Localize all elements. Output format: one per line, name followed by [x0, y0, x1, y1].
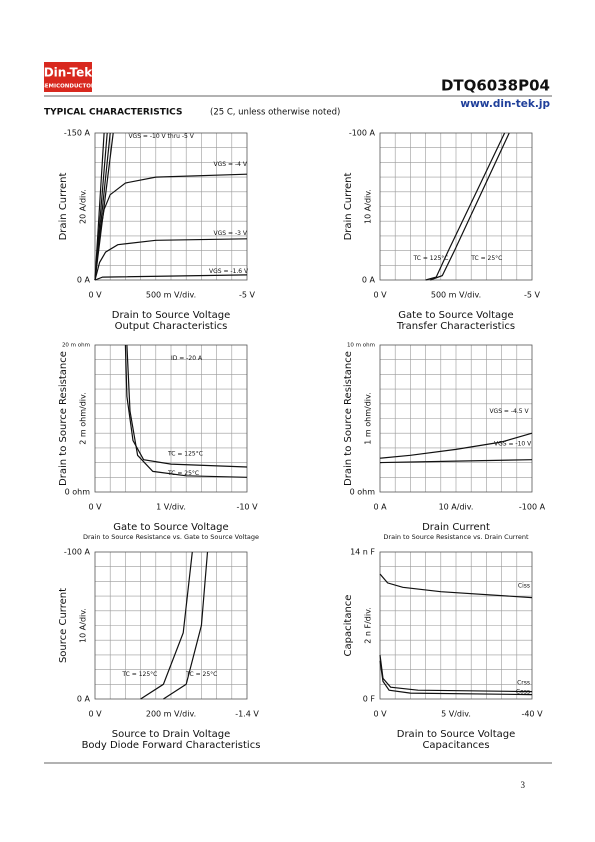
y-division: 2 n F/div.	[364, 607, 373, 644]
x-right-label: -5 V	[524, 291, 541, 300]
y-axis-title: Drain Current	[58, 173, 69, 241]
chart-subtitle: Output Characteristics	[115, 321, 228, 332]
y-top-label: -100 A	[349, 129, 376, 138]
section-note: (25 C, unless otherwise noted)	[210, 108, 340, 118]
annotation: Ciss	[518, 583, 530, 590]
curve	[126, 344, 248, 478]
curve	[379, 654, 533, 693]
y-bottom-label: 0 A	[362, 276, 376, 285]
annotation: TC = 25°C	[167, 470, 199, 477]
annotation: ID = -20 A	[171, 355, 203, 362]
x-right-label: -5 V	[239, 291, 256, 300]
annotation: VGS = -4 V	[214, 161, 248, 168]
y-axis-title: Source Current	[58, 588, 69, 663]
y-bottom-label: 0 F	[363, 695, 376, 704]
chart-title: Gate to Source Voltage	[113, 522, 228, 533]
annotation: VGS = -1.6 V	[209, 268, 249, 275]
annotation: TC = 125°C	[412, 255, 448, 262]
x-right-label: -1.4 V	[235, 710, 259, 719]
chart-title: Drain to Source Voltage	[112, 310, 231, 321]
x-left-label: 0 V	[88, 291, 102, 300]
x-left-label: 0 V	[373, 710, 387, 719]
x-division: 500 m V/div.	[431, 291, 481, 300]
x-left-label: 0 V	[88, 503, 102, 512]
x-division: 5 V/div.	[441, 710, 471, 719]
y-top-label: 10 m ohm	[347, 343, 375, 349]
chart-title: Gate to Source Voltage	[398, 310, 513, 321]
curve	[94, 173, 248, 281]
annotation: Coss	[516, 689, 530, 696]
chart-subtitle: Transfer Characteristics	[396, 321, 515, 332]
annotation: Crss	[517, 680, 530, 687]
y-bottom-label: 0 ohm	[350, 488, 376, 497]
website: www.din-tek.jp	[460, 98, 550, 110]
annotation: VGS = -10 V	[494, 440, 532, 447]
x-right-label: -100 A	[519, 503, 546, 512]
section-title: TYPICAL CHARACTERISTICS	[44, 108, 182, 118]
x-right-label: -10 V	[236, 503, 258, 512]
y-top-label: 14 n F	[350, 548, 375, 557]
y-bottom-label: 0 A	[77, 276, 91, 285]
y-bottom-label: 0 ohm	[65, 488, 91, 497]
x-right-label: -40 V	[521, 710, 543, 719]
curve	[94, 238, 248, 281]
y-axis-title: Drain to Source Resistance	[343, 351, 354, 486]
annotation: TC = 25°C	[470, 255, 502, 262]
annotation: VGS = -4.5 V	[489, 408, 529, 415]
page-number: 3	[521, 780, 526, 790]
x-left-label: 0 A	[373, 503, 387, 512]
chart-subtitle: Body Diode Forward Characteristics	[82, 740, 261, 751]
plot-frame	[94, 132, 248, 281]
chart-subtitle: Drain to Source Resistance vs. Drain Cur…	[383, 533, 529, 541]
curve	[379, 432, 533, 459]
logo: Din-Tek	[44, 66, 94, 80]
annotation: TC = 125°C	[121, 671, 157, 678]
y-division: 20 A/div.	[79, 189, 88, 224]
y-axis-title: Drain Current	[343, 173, 354, 241]
y-axis-title: Capacitance	[343, 595, 354, 657]
plot-frame	[379, 551, 533, 700]
y-axis-title: Drain to Source Resistance	[58, 351, 69, 486]
annotation: TC = 25°C	[185, 671, 217, 678]
annotation: TC = 125°C	[167, 451, 203, 458]
plot-frame	[379, 344, 533, 493]
y-top-label: -150 A	[64, 129, 91, 138]
y-division: 10 A/div.	[79, 608, 88, 643]
annotation: VGS = -3 V	[214, 230, 248, 237]
chart-subtitle: Drain to Source Resistance vs. Gate to S…	[83, 533, 259, 541]
curve	[379, 573, 533, 599]
curve	[429, 132, 510, 281]
logo-box	[44, 62, 92, 92]
curve	[163, 551, 209, 700]
y-top-label: 20 m ohm	[62, 343, 90, 349]
x-division: 500 m V/div.	[146, 291, 196, 300]
chart-title: Source to Drain Voltage	[112, 729, 231, 740]
x-left-label: 0 V	[373, 291, 387, 300]
y-top-label: -100 A	[64, 548, 91, 557]
y-bottom-label: 0 A	[77, 695, 91, 704]
curve	[94, 274, 248, 281]
chart-title: Drain Current	[422, 522, 490, 533]
y-division: 1 m ohm/div.	[364, 392, 373, 444]
part-number: DTQ6038P04	[441, 77, 550, 95]
curve	[140, 551, 193, 700]
curve	[425, 132, 506, 281]
x-division: 10 A/div.	[439, 503, 474, 512]
y-division: 10 A/div.	[364, 189, 373, 224]
plot-frame	[94, 551, 248, 700]
curve	[124, 344, 248, 468]
y-division: 2 m ohm/div.	[79, 392, 88, 444]
curve	[379, 459, 533, 464]
x-left-label: 0 V	[88, 710, 102, 719]
annotation: VGS = -10 V thru -5 V	[128, 133, 194, 140]
chart-title: Drain to Source Voltage	[397, 729, 516, 740]
plot-frame	[94, 344, 248, 493]
logo-sub: SEMICONDUCTOR	[41, 84, 96, 90]
plot-frame	[379, 132, 533, 281]
x-division: 1 V/div.	[156, 503, 186, 512]
chart-subtitle: Capacitances	[422, 740, 489, 751]
x-division: 200 m V/div.	[146, 710, 196, 719]
